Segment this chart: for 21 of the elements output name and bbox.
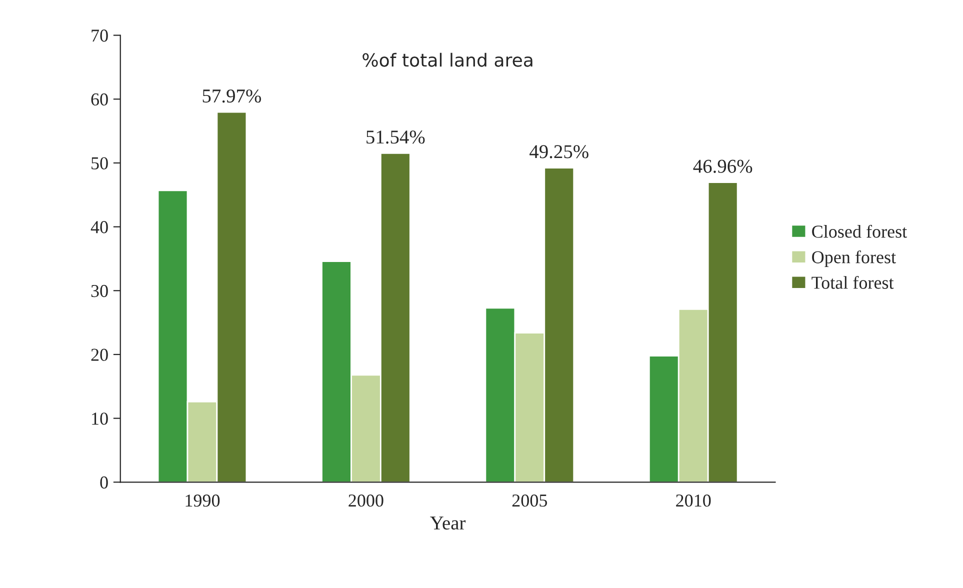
x-tick-label: 2005 [512,494,547,507]
legend-label: Open forest [812,250,896,267]
y-tick-label: 30 [91,284,108,298]
data-label: 51.54% [366,130,425,144]
x-axis-title: Year [430,516,466,530]
y-tick-label: 0 [100,476,108,489]
x-tick-label: 1990 [186,494,220,507]
data-label: 49.25% [530,145,588,158]
x-tick-label: 2010 [676,494,711,507]
y-tick-label: 40 [90,221,108,234]
data-label: 46.96% [693,160,752,173]
legend-label: Total forest [812,276,894,289]
data-label: 57.97% [202,89,262,103]
legend-label: Closed forest [812,224,907,238]
y-tick-label: 10 [92,412,108,425]
text: %of total land area [362,52,532,67]
y-tick-label: 60 [91,93,108,106]
y-tick-label: 50 [92,157,108,170]
y-tick-label: 20 [91,348,108,361]
x-tick-label: 2000 [348,494,384,507]
y-tick-label: 70 [92,30,108,42]
